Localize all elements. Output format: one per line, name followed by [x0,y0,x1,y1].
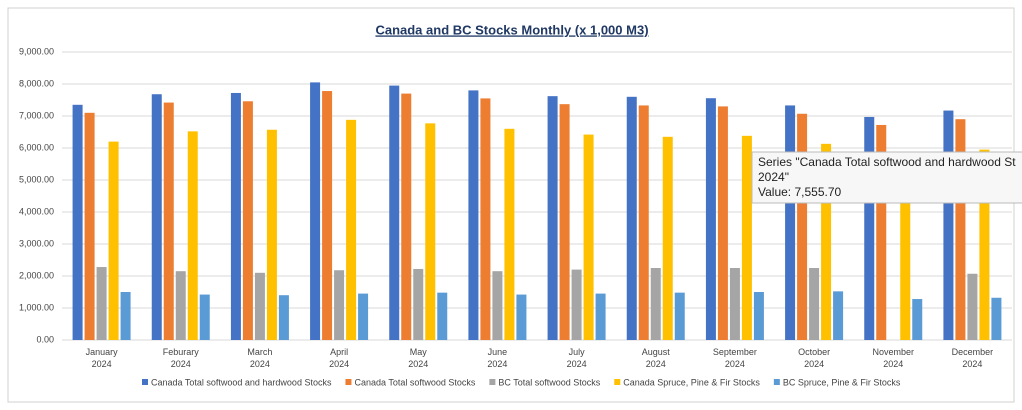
x-tick-label: April 2024 [329,347,349,369]
bar [559,104,570,340]
bar [358,293,369,340]
bar [254,272,265,340]
bar [809,268,820,340]
bar [468,90,479,341]
bar [900,152,911,340]
tooltip: Series "Canada Total softwood and hardwo… [751,151,1022,204]
bar [876,124,887,341]
tooltip-text: Series "Canada Total softwood and hardwo… [758,155,1016,169]
bar [741,135,752,340]
bar [389,85,400,340]
bar [334,270,345,340]
bar [662,136,673,340]
bar [785,105,796,340]
bar [991,297,1002,340]
bar [187,131,198,340]
y-tick-label: 7,000.00 [19,110,54,120]
legend-label: Canada Total softwood Stocks [354,377,475,387]
bar [955,119,966,340]
bar [650,268,661,340]
y-tick-label: 9,000.00 [19,46,54,56]
legend-swatch [142,379,148,385]
legend-swatch [614,379,621,385]
bar [230,92,241,341]
bar [547,96,558,340]
bar [753,292,764,340]
bar [401,93,412,340]
chart-title: Canada and BC Stocks Monthly (x 1,000 M3… [375,22,648,37]
legend-swatch [489,379,496,385]
y-tick-label: 1,000.00 [19,302,54,312]
bar [797,113,808,340]
y-tick-label: 8,000.00 [19,78,54,88]
bar [425,123,436,340]
x-tick-label: November 2024 [872,347,914,369]
bar [480,98,491,341]
bar [84,112,95,340]
x-tick-label: March 2024 [247,347,272,369]
bar [979,149,990,340]
y-tick-label: 3,000.00 [19,238,54,248]
bar [717,106,728,341]
bar [413,268,424,340]
y-tick-label: 4,000.00 [19,206,54,216]
x-tick-label: January 2024 [86,347,119,369]
y-tick-label: 5,000.00 [19,174,54,184]
bar [729,268,740,340]
x-tick-label: July 2024 [567,347,587,369]
bar [833,291,844,340]
tooltip-text: Value: 7,555.70 [758,185,842,199]
tooltip-box [751,151,1022,204]
bar [278,295,289,340]
bar [108,141,119,340]
bar [151,94,162,341]
bar [583,134,594,340]
legend-label: Canada Total softwood and hardwood Stock… [151,377,332,387]
bar [967,273,978,340]
bar [72,104,83,340]
x-tick-label: August 2024 [642,347,671,369]
bar [864,116,875,341]
bar [674,292,685,340]
bar [943,110,954,340]
legend-label: BC Spruce, Pine & Fir Stocks [783,377,901,387]
bar [175,271,186,340]
bar [346,119,357,340]
bar [516,294,527,340]
bar [821,143,832,340]
x-tick-label: Feburary 2024 [163,347,200,369]
bar [96,267,107,340]
bar [638,105,649,340]
legend-label: Canada Spruce, Pine & Fir Stocks [623,377,760,387]
bar [492,271,503,340]
bar [310,82,321,341]
legend-swatch [345,379,352,385]
bar [912,299,923,340]
y-tick-label: 6,000.00 [19,142,54,152]
x-tick-label: May 2024 [408,347,428,369]
legend-label: BC Total softwood Stocks [498,377,600,387]
bar [242,101,253,340]
x-tick-label: September 2024 [713,347,757,369]
bar [163,102,174,340]
bar [437,292,448,340]
y-tick-label: 2,000.00 [19,270,54,280]
bar [120,292,131,340]
bar [266,129,277,340]
bar [705,98,716,341]
bar [595,293,606,340]
plot-area: 0.00 1,000.00 2,000.00 3,000.00 4,000.00 5,00… [19,46,1012,387]
bar [626,96,637,340]
bar [571,269,582,340]
bar [199,294,210,340]
bar [504,128,515,340]
bar [322,91,333,340]
x-tick-label: December 2024 [952,347,994,369]
x-tick-label: June 2024 [487,347,507,369]
y-tick-label: 0.00 [36,334,54,344]
legend-swatch [773,379,780,385]
x-tick-label: October 2024 [798,347,830,369]
tooltip-text: 2024" [758,170,789,184]
